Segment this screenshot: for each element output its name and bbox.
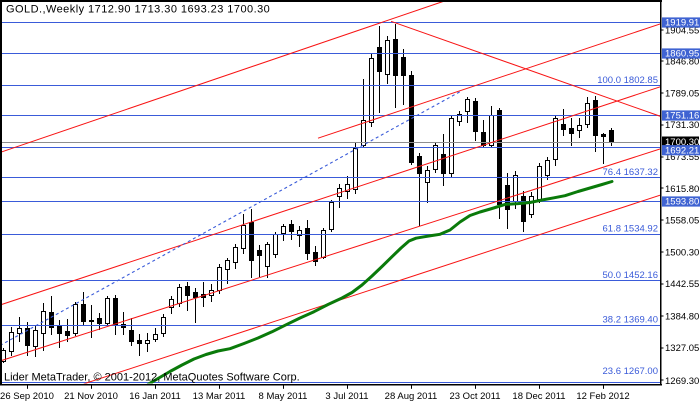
svg-text:1860.95: 1860.95 — [665, 49, 699, 60]
svg-text:21 Nov 2010: 21 Nov 2010 — [64, 391, 118, 402]
svg-text:18 Dec 2011: 18 Dec 2011 — [512, 391, 565, 402]
svg-text:50.0 1452.16: 50.0 1452.16 — [603, 270, 658, 281]
svg-text:38.2 1369.40: 38.2 1369.40 — [603, 315, 658, 326]
svg-text:16 Jan 2011: 16 Jan 2011 — [129, 391, 181, 402]
svg-text:1692.21: 1692.21 — [665, 145, 699, 156]
svg-text:13 Mar 2011: 13 Mar 2011 — [193, 391, 246, 402]
svg-text:GOLD.,Weekly 1712.90 1713.30: GOLD.,Weekly 1712.90 1713.30 1693.23 170… — [6, 4, 270, 16]
svg-text:61.8 1534.92: 61.8 1534.92 — [603, 224, 658, 235]
svg-text:1558.05: 1558.05 — [665, 216, 699, 227]
svg-text:1919.91: 1919.91 — [665, 18, 699, 29]
svg-text:1673.55: 1673.55 — [665, 152, 699, 163]
svg-text:76.4 1637.32: 76.4 1637.32 — [603, 167, 658, 178]
svg-text:1500.30: 1500.30 — [665, 247, 699, 258]
svg-text:1615.80: 1615.80 — [665, 184, 699, 195]
svg-text:Lider MetaTrader, © 2001-2012,: Lider MetaTrader, © 2001-2012, MetaQuote… — [4, 372, 300, 384]
svg-text:1593.80: 1593.80 — [665, 197, 699, 208]
svg-text:1442.55: 1442.55 — [665, 279, 699, 290]
svg-text:12 Feb 2012: 12 Feb 2012 — [576, 391, 629, 402]
svg-text:1904.55: 1904.55 — [665, 25, 699, 36]
svg-text:1846.80: 1846.80 — [665, 56, 699, 67]
svg-text:1327.05: 1327.05 — [665, 343, 699, 354]
svg-text:1269.30: 1269.30 — [665, 376, 699, 387]
svg-text:3 Jul 2011: 3 Jul 2011 — [325, 391, 368, 402]
svg-text:23.6 1267.00: 23.6 1267.00 — [603, 366, 658, 377]
svg-text:1384.80: 1384.80 — [665, 311, 699, 322]
svg-text:1700.30: 1700.30 — [665, 137, 699, 148]
svg-text:1731.30: 1731.30 — [665, 120, 699, 131]
svg-text:1789.05: 1789.05 — [665, 88, 699, 99]
svg-text:23 Oct 2011: 23 Oct 2011 — [449, 391, 500, 402]
svg-text:100.0 1802.85: 100.0 1802.85 — [597, 75, 658, 86]
svg-text:28 Aug 2011: 28 Aug 2011 — [385, 391, 438, 402]
svg-text:26 Sep 2010: 26 Sep 2010 — [0, 391, 54, 402]
svg-text:1751.16: 1751.16 — [665, 111, 699, 122]
svg-text:8 May 2011: 8 May 2011 — [259, 391, 308, 402]
